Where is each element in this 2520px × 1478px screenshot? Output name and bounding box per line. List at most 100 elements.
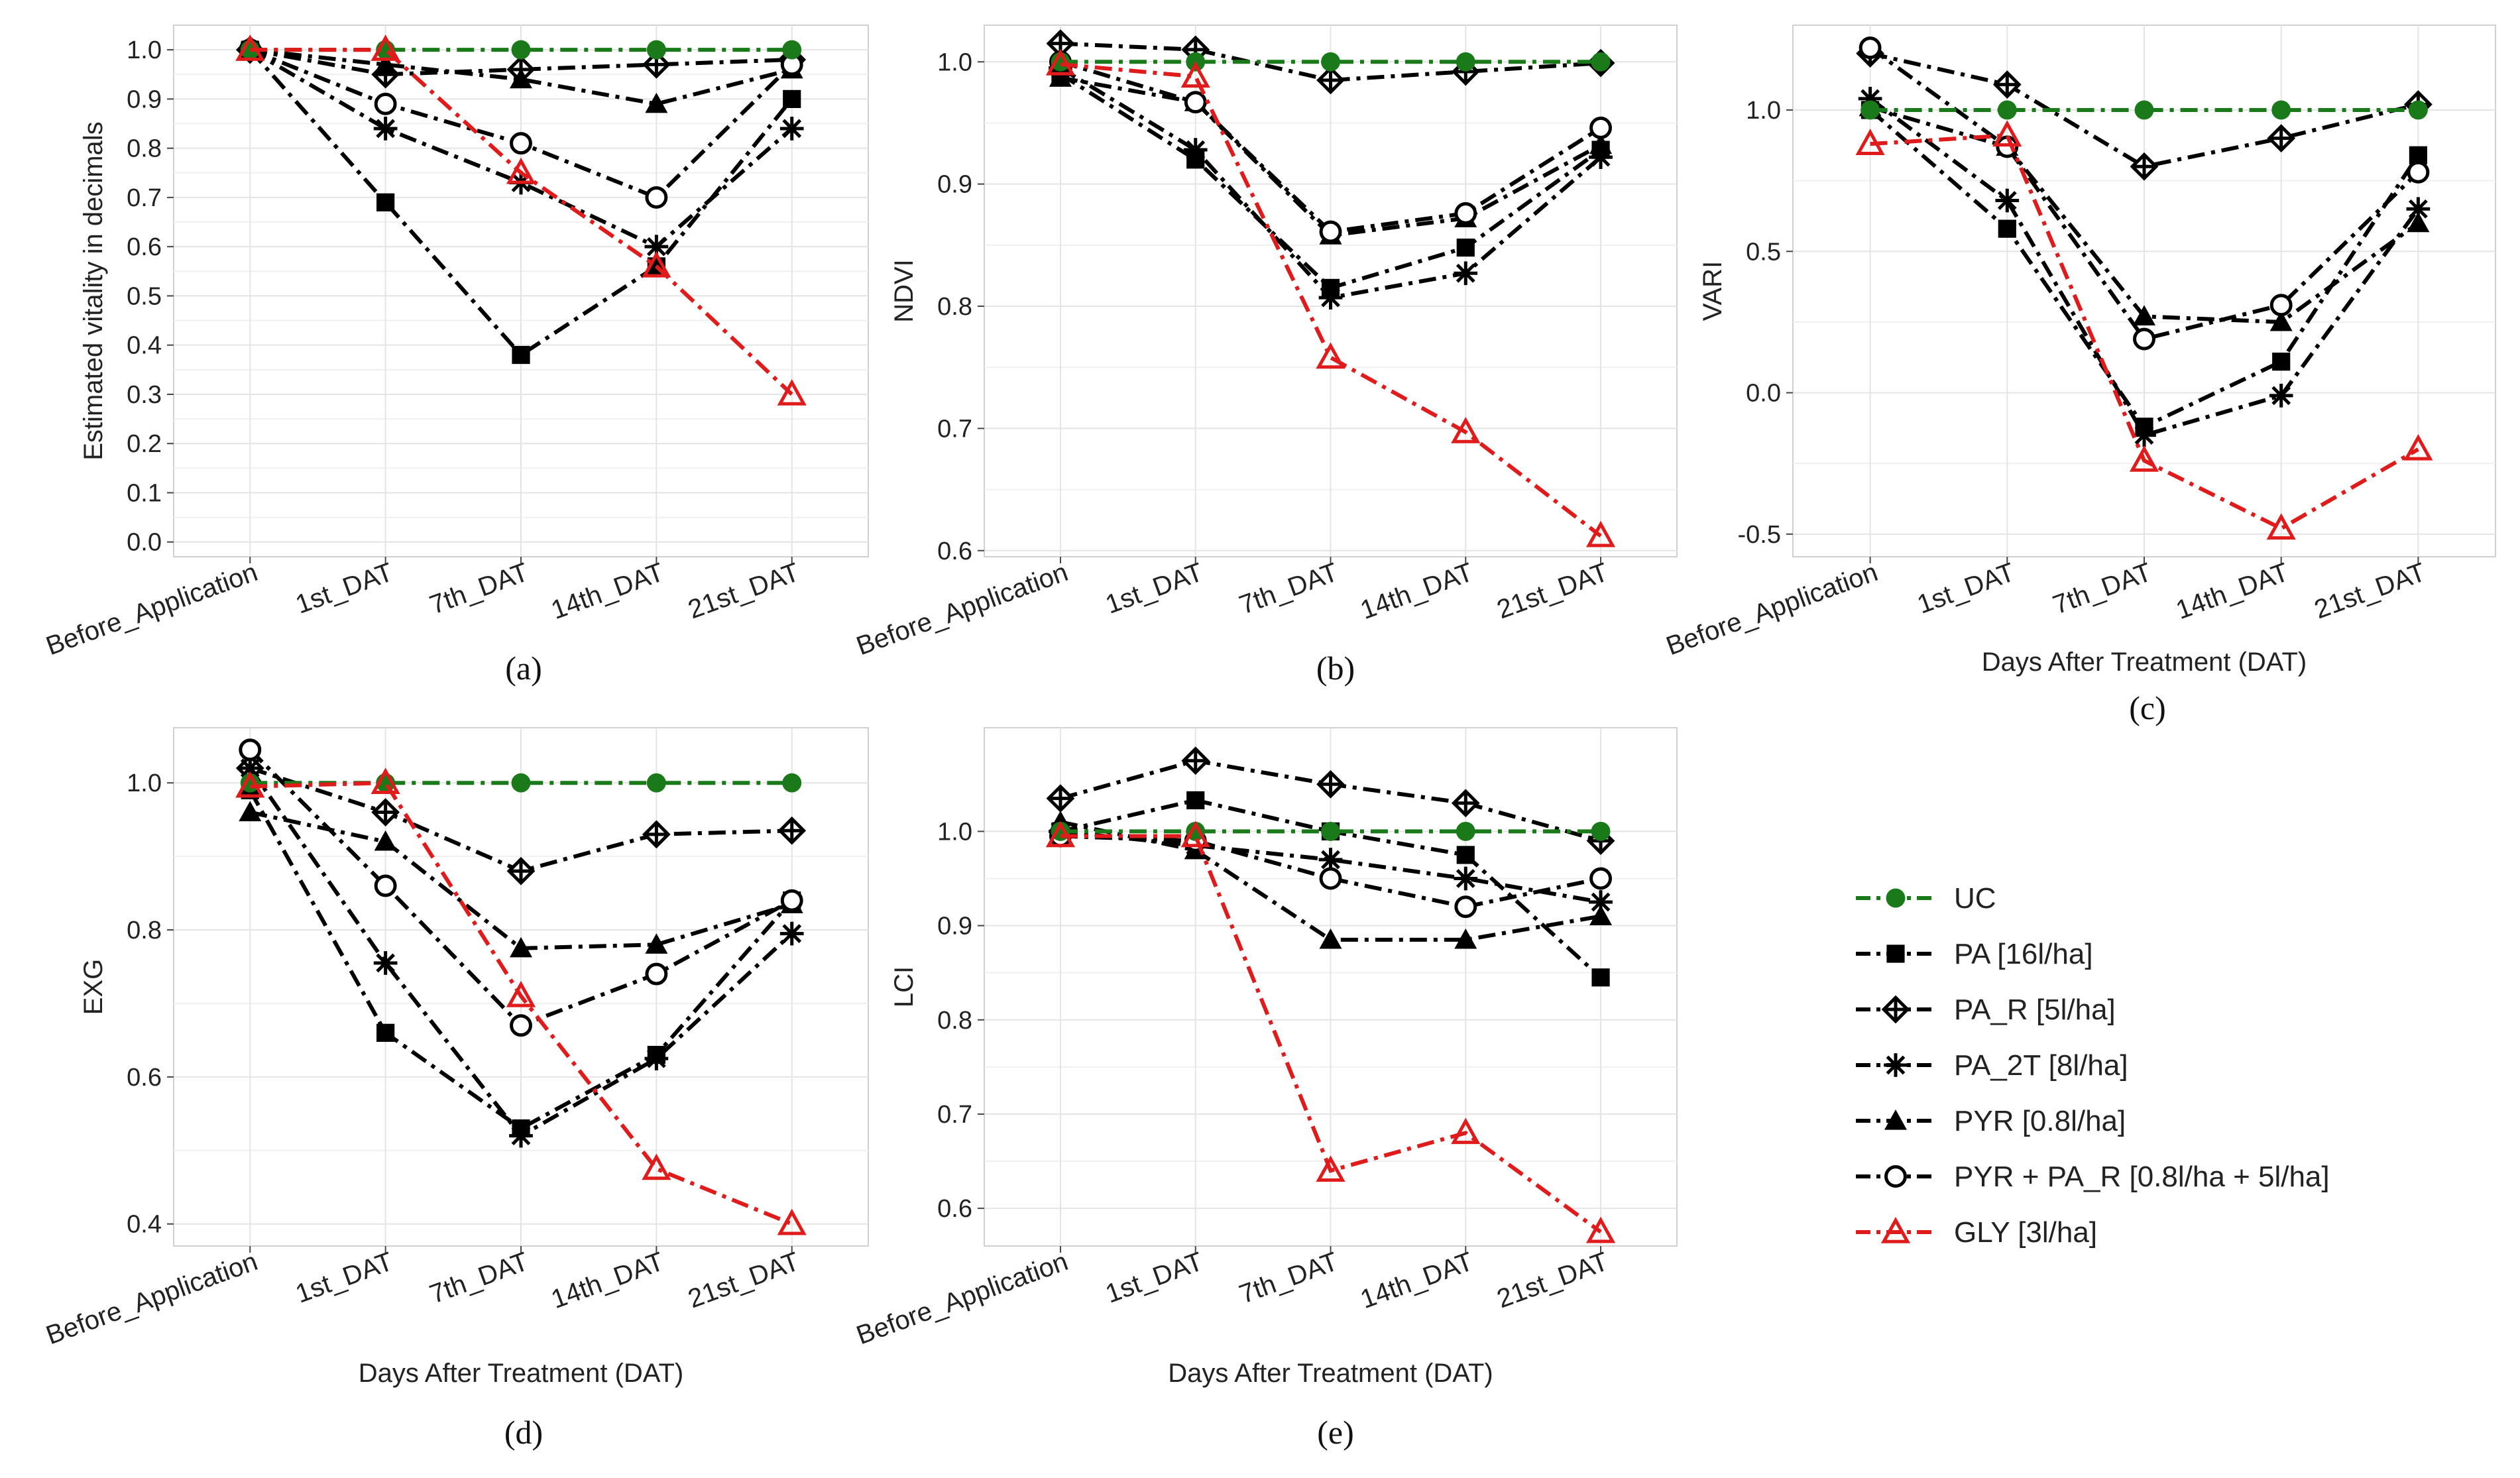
data-point — [1319, 928, 1342, 949]
data-point — [1855, 129, 1885, 155]
data-point — [2408, 100, 2428, 120]
data-point — [1049, 66, 1072, 87]
y-tick-label: 1.0 — [127, 769, 162, 797]
data-point — [2129, 445, 2159, 472]
y-tick-label: 0.0 — [127, 529, 162, 557]
data-point — [1456, 821, 1475, 841]
series-line — [1060, 62, 1602, 538]
x-tick-label: 1st_DAT — [1102, 557, 1206, 620]
data-point — [644, 1047, 669, 1070]
y-axis-label: NDVI — [889, 259, 919, 323]
x-axis-label: Days After Treatment (DAT) — [359, 1359, 684, 1388]
data-point — [1451, 416, 1481, 443]
data-point — [1992, 120, 2022, 147]
data-point — [2130, 152, 2159, 181]
y-tick-label: 0.6 — [937, 1195, 972, 1223]
legend-label: PA_R [5l/ha] — [1954, 994, 2116, 1026]
data-point — [1451, 789, 1480, 818]
data-point — [374, 53, 397, 74]
x-tick-label: 21st_DAT — [1493, 557, 1612, 624]
series-gly — [235, 34, 807, 406]
data-point — [782, 40, 802, 60]
data-point — [645, 186, 668, 209]
data-point — [371, 767, 400, 794]
data-point — [2269, 310, 2293, 331]
y-tick-label: 0.6 — [127, 233, 162, 261]
data-point — [373, 951, 398, 975]
data-point — [374, 92, 397, 115]
data-point — [1321, 821, 1340, 841]
y-tick-label: 1.0 — [1746, 97, 1781, 125]
data-point — [2266, 513, 2296, 540]
x-tick-label: Before_Application — [852, 557, 1072, 661]
series-gly — [1855, 120, 2433, 540]
series-line — [1060, 829, 1601, 904]
series-line — [249, 48, 793, 106]
series-uc — [1861, 100, 2428, 120]
data-point — [642, 251, 671, 278]
series-line — [1868, 97, 2420, 438]
series-pa-r — [1046, 746, 1615, 856]
data-point — [642, 1153, 671, 1180]
y-tick-label: -0.5 — [1738, 521, 1781, 549]
data-point — [2271, 100, 2291, 120]
data-point — [1591, 821, 1611, 841]
x-tick-label: 1st_DAT — [1102, 1247, 1206, 1309]
data-point — [1454, 866, 1478, 891]
y-tick-label: 0.7 — [937, 1101, 972, 1129]
data-point — [239, 801, 262, 822]
data-point — [1319, 220, 1342, 243]
data-point — [2407, 211, 2430, 233]
series-line — [1060, 60, 1602, 234]
x-tick-label: 14th_DAT — [547, 1247, 668, 1314]
legend-item-pyr: PYR [0.8l/ha] — [1856, 1105, 2126, 1137]
data-point — [645, 933, 668, 954]
y-tick-label: 0.0 — [1746, 380, 1781, 408]
y-tick-label: 1.0 — [937, 818, 972, 846]
data-point — [2269, 294, 2293, 317]
legend-marker — [1880, 1217, 1911, 1243]
y-axis-label: EXG — [79, 959, 108, 1015]
chart-panel-b: 0.6 0.7 0.8 0.9 1.0 Before_Application 1st_DAT… — [852, 25, 1678, 687]
y-tick-label: 1.0 — [937, 48, 972, 76]
data-point — [510, 68, 532, 89]
panel-caption: (e) — [1317, 1414, 1354, 1451]
data-point — [511, 40, 531, 60]
data-point — [1861, 100, 1880, 120]
y-tick-label: 0.8 — [127, 917, 162, 944]
data-point — [2269, 383, 2293, 408]
y-tick-label: 0.9 — [127, 85, 162, 113]
data-point — [374, 874, 397, 897]
x-tick-label: Before_Application — [42, 557, 262, 661]
legend-item-pa-2t: PA_2T [8l/ha] — [1856, 1049, 2128, 1082]
legend-marker — [1886, 888, 1906, 908]
series-line — [248, 789, 793, 1131]
panel-caption: (a) — [505, 650, 542, 687]
data-point — [1995, 188, 2020, 213]
data-point — [777, 816, 807, 845]
data-point — [1454, 895, 1477, 919]
series-pa-2t — [238, 756, 804, 1148]
data-point — [512, 345, 530, 365]
y-tick-label: 0.7 — [127, 184, 162, 212]
series-line — [1870, 133, 2419, 531]
legend-marker — [1881, 995, 1910, 1024]
y-tick-label: 0.1 — [127, 479, 162, 507]
x-tick-label: 14th_DAT — [1357, 1247, 1477, 1314]
x-tick-label: Before_Application — [42, 1247, 262, 1350]
x-tick-label: 1st_DAT — [292, 1247, 396, 1309]
data-point — [239, 738, 262, 762]
data-point — [1589, 905, 1613, 925]
legend-label: PYR + PA_R [0.8l/ha + 5l/ha] — [1954, 1161, 2330, 1193]
y-tick-label: 1.0 — [127, 36, 162, 64]
y-tick-label: 0.5 — [127, 282, 162, 310]
data-point — [1456, 52, 1475, 72]
y-axis-label: LCI — [889, 966, 919, 1007]
data-point — [2407, 160, 2430, 184]
data-point — [1186, 791, 1205, 810]
panel-caption: (d) — [504, 1414, 543, 1451]
x-tick-label: 1st_DAT — [292, 557, 396, 620]
data-point — [645, 92, 668, 113]
y-tick-label: 0.8 — [937, 293, 972, 321]
